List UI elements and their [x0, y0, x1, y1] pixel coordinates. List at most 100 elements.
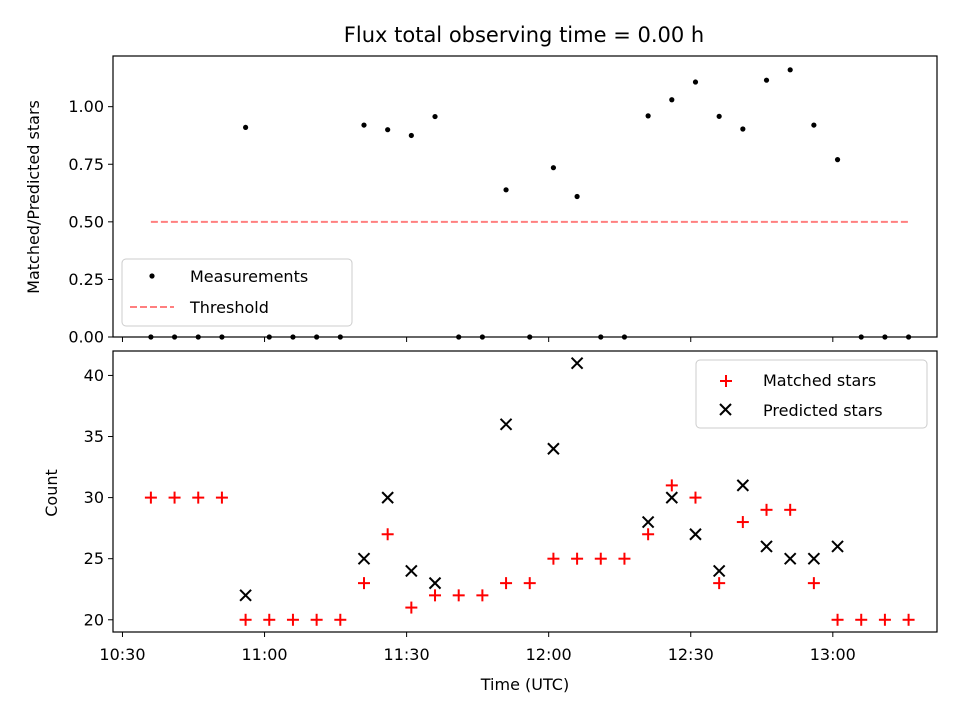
- matched-stars-point: [429, 589, 442, 602]
- predicted-stars-point: [239, 589, 252, 602]
- predicted-stars-point: [807, 552, 821, 565]
- predicted-stars-point: [831, 540, 844, 553]
- measurement-point: [432, 113, 438, 120]
- matched-stars-point: [855, 613, 868, 626]
- matched-stars-point: [286, 613, 299, 626]
- measurement-point: [740, 126, 746, 132]
- legend-matched-label: Matched stars: [763, 371, 876, 390]
- top-x-ticks: [121, 337, 834, 342]
- top-y-tick-label: 0.75: [68, 155, 104, 174]
- matched-stars-point: [736, 516, 749, 529]
- predicted-stars-point: [381, 491, 394, 504]
- matched-stars-point: [310, 613, 323, 626]
- measurement-point: [385, 127, 391, 133]
- predicted-stars-point: [712, 564, 726, 578]
- matched-stars-point: [665, 479, 678, 492]
- matched-stars-point: [831, 613, 844, 626]
- measurement-point: [834, 157, 841, 163]
- matched-stars-point: [144, 491, 157, 504]
- bottom-panel: 20 25 30 35 40 10:30 11:00 11:30 12:00 12:30 13:0…: [42, 350, 938, 694]
- predicted-stars-point: [499, 418, 513, 431]
- predicted-stars-point: [357, 552, 371, 565]
- bottom-x-tick-label: 11:30: [384, 645, 430, 664]
- matched-stars-point: [902, 613, 915, 626]
- predicted-stars-point: [783, 552, 797, 565]
- matched-stars-point: [192, 491, 205, 504]
- measurement-point: [669, 97, 675, 103]
- bottom-x-tick-label: 13:00: [810, 645, 856, 664]
- bottom-legend: Matched stars Predicted stars: [695, 359, 928, 429]
- bottom-y-tick-label: 25: [84, 549, 104, 568]
- bottom-y-tick-label: 40: [84, 366, 104, 385]
- matched-stars-point: [381, 528, 394, 541]
- matched-stars-point: [594, 552, 607, 565]
- bottom-y-ticks: 20 25 30 35 40: [84, 366, 113, 629]
- predicted-stars-point: [428, 576, 442, 590]
- matched-stars-point: [618, 552, 631, 565]
- predicted-stars-point: [665, 491, 679, 504]
- measurement-point: [645, 113, 651, 119]
- measurement-point: [503, 187, 509, 193]
- matched-stars-point: [168, 491, 181, 504]
- predicted-stars-point: [736, 479, 750, 492]
- matched-stars-point: [571, 552, 584, 565]
- top-y-tick-label: 0.25: [68, 270, 104, 289]
- matched-stars-point: [263, 613, 276, 626]
- matched-stars-point: [713, 577, 726, 590]
- matched-stars-point: [689, 491, 702, 504]
- chart-title: Flux total observing time = 0.00 h: [344, 23, 704, 47]
- measurement-point: [692, 79, 699, 85]
- predicted-stars-point: [641, 515, 655, 529]
- bottom-x-tick-label: 12:00: [526, 645, 572, 664]
- top-y-tick-label: 0.50: [68, 212, 104, 231]
- matched-stars-point: [807, 577, 820, 590]
- matched-stars-point: [500, 577, 513, 590]
- matched-stars-point: [239, 613, 252, 626]
- top-y-axis-label: Matched/Predicted stars: [24, 100, 43, 294]
- bottom-marks: [144, 357, 915, 626]
- bottom-y-axis-label: Count: [42, 469, 61, 517]
- legend-predicted-label: Predicted stars: [763, 401, 883, 420]
- bottom-y-tick-label: 20: [84, 610, 104, 629]
- top-y-tick-label: 1.00: [68, 97, 104, 116]
- predicted-stars-point: [760, 540, 773, 553]
- matched-stars-point: [357, 577, 370, 590]
- matched-stars-point: [760, 503, 773, 516]
- matched-stars-point: [215, 491, 228, 504]
- measurement-point: [361, 122, 367, 128]
- measurement-point: [408, 132, 414, 139]
- measurement-point: [242, 124, 249, 131]
- matched-stars-point: [547, 552, 560, 565]
- measurement-point: [574, 193, 580, 200]
- matched-stars-point: [452, 589, 465, 602]
- bottom-y-tick-label: 35: [84, 427, 104, 446]
- matched-stars-point: [405, 601, 418, 614]
- bottom-legend-box: [695, 359, 928, 429]
- bottom-x-tick-label: 12:30: [668, 645, 714, 664]
- top-legend: Measurements Threshold: [121, 258, 353, 327]
- measurement-point: [787, 67, 793, 73]
- top-panel: 0.00 0.25 0.50 0.75 1.00 Matched/Predicted s…: [24, 55, 938, 347]
- top-legend-box: [121, 258, 353, 327]
- bottom-x-ticks: 10:30 11:00 11:30 12:00 12:30 13:00: [99, 632, 856, 664]
- legend-matched-marker: [720, 375, 732, 387]
- predicted-stars-point: [547, 442, 560, 455]
- matched-stars-point: [878, 613, 891, 626]
- legend-measurements-marker: [149, 273, 155, 279]
- predicted-stars-point: [405, 564, 418, 578]
- matched-stars-point: [642, 528, 655, 541]
- bottom-x-tick-label: 10:30: [99, 645, 145, 664]
- bottom-y-tick-label: 30: [84, 488, 104, 507]
- legend-threshold-label: Threshold: [189, 298, 269, 317]
- measurement-point: [716, 113, 722, 119]
- matched-stars-point: [523, 577, 536, 590]
- predicted-stars-point: [689, 528, 702, 541]
- measurement-point: [811, 122, 817, 128]
- legend-measurements-label: Measurements: [190, 267, 308, 286]
- measurement-point: [763, 77, 770, 83]
- predicted-stars-point: [570, 357, 584, 370]
- bottom-x-tick-label: 11:00: [241, 645, 287, 664]
- top-y-ticks: 0.00 0.25 0.50 0.75 1.00: [68, 97, 113, 347]
- measurement-point: [550, 165, 557, 171]
